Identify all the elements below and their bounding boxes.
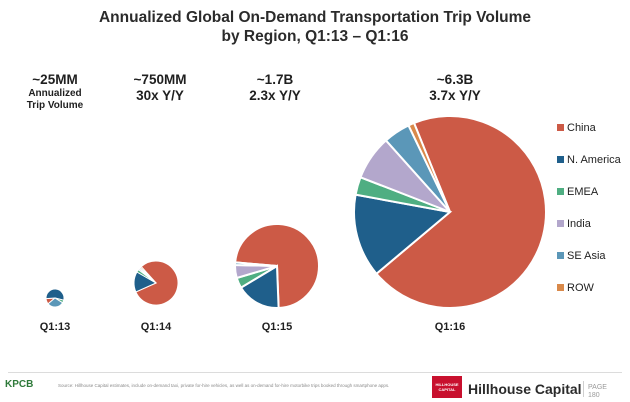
pie-chart-area: Q1:13 Q1:14 Q1:15 Q1:16 China N. America EMEA I… [40,115,622,333]
annotation-q1-13-line3: Trip Volume [26,100,84,111]
kpcb-logo: KPCB [5,379,34,390]
legend-swatch-india [557,220,564,227]
quarter-label-q1-13: Q1:13 [40,321,71,333]
quarter-label-q1-16: Q1:16 [435,321,466,333]
page-label: PAGE [588,384,607,391]
pie-q1-16-slice-row [407,121,451,213]
brand-name: Hillhouse Capital [468,381,582,397]
pie-q1-14-slice-row [139,265,157,284]
pie-q1-16-slice-n-america [353,193,453,276]
quarter-label-q1-15: Q1:15 [262,321,293,333]
hillhouse-logo-text: HILLHOUSE CAPITAL [435,382,459,392]
page-indicator: PAGE 180 [588,384,624,400]
legend-label-india: India [567,218,592,230]
pie-q1-13-slice-se-asia [47,297,64,308]
annotation-q1-15-growth: 2.3x Y/Y [249,88,301,103]
chart-title-line1: Annualized Global On-Demand Transportati… [98,9,532,26]
legend-label-se-asia: SE Asia [567,250,606,262]
annotation-q1-13-volume: ~25MM [32,72,78,87]
annotation-q1-15: ~1.7B 2.3x Y/Y [230,72,320,104]
legend-label-n-america: N. America [567,154,622,166]
page-number: 180 [588,392,600,399]
quarter-label-q1-14: Q1:14 [141,321,172,333]
annotation-q1-16: ~6.3B 3.7x Y/Y [410,72,500,104]
legend-label-china: China [567,122,597,134]
legend-swatch-emea [557,188,564,195]
legend-swatch-se-asia [557,252,564,259]
legend-swatch-china [557,124,564,131]
legend-swatch-row [557,284,564,291]
footer-divider [8,372,622,373]
legend-swatch-n-america [557,156,564,163]
page-separator [583,381,584,397]
annotation-q1-13: ~25MM Annualized Trip Volume [10,72,100,112]
source-footnote: Source: Hillhouse Capital estimates, inc… [58,383,390,388]
pie-q1-13-slice-n-america [45,288,65,301]
chart-title-line2: by Region, Q1:13 – Q1:16 [221,28,409,45]
chart-title: Annualized Global On-Demand Transportati… [0,8,630,46]
pie-q1-15-slice-se-asia [233,261,278,267]
annotation-q1-14-volume: ~750MM [133,72,187,87]
annotation-q1-16-growth: 3.7x Y/Y [429,88,481,103]
annotation-q1-14-growth: 30x Y/Y [136,88,184,103]
hillhouse-logo: HILLHOUSE CAPITAL [432,376,462,398]
annotation-q1-16-volume: ~6.3B [436,72,474,87]
legend-label-row: ROW [567,282,595,294]
annotation-q1-14: ~750MM 30x Y/Y [115,72,205,104]
pie-q1-16-slice-china [375,115,547,309]
annotation-q1-15-volume: ~1.7B [256,72,294,87]
legend-label-emea: EMEA [567,186,599,198]
annotation-q1-13-line2: Annualized [28,88,82,99]
